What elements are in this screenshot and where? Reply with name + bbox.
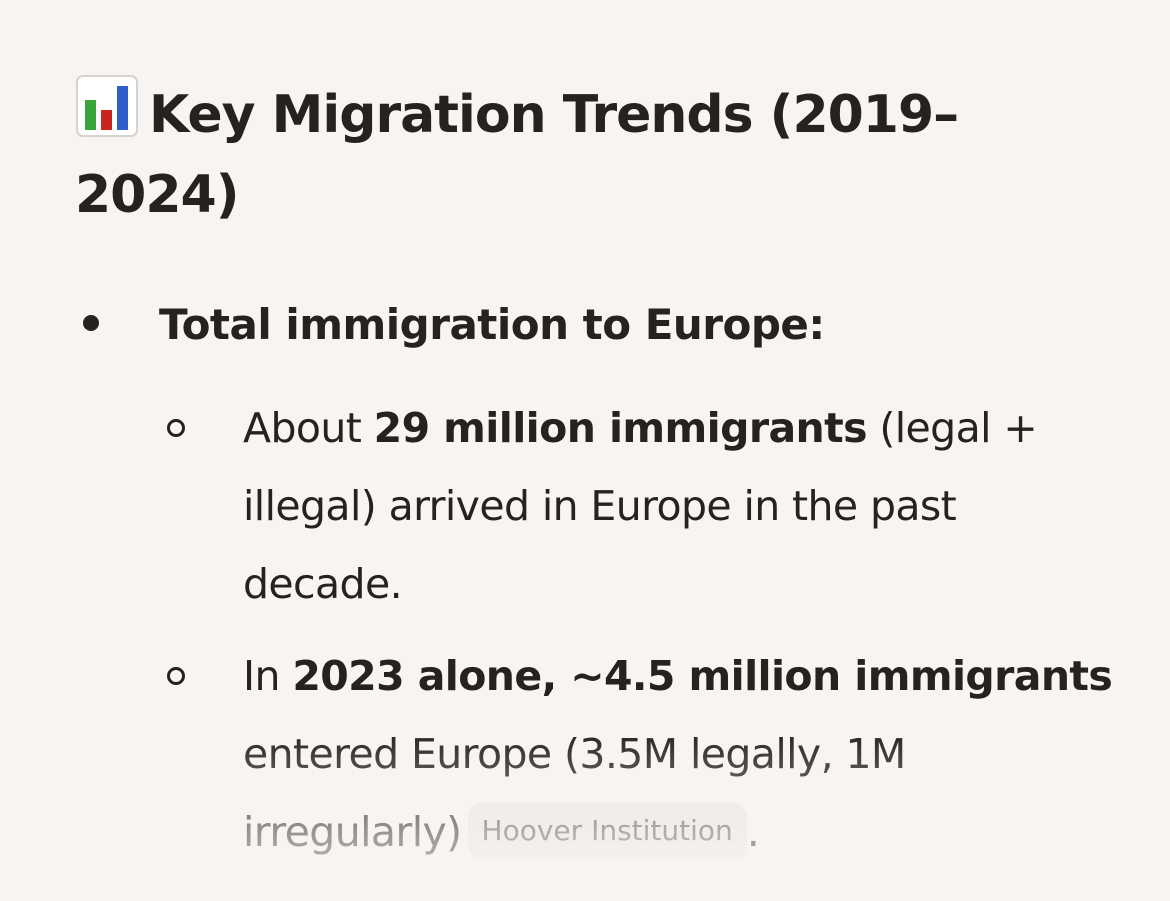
section-heading: Key Migration Trends (2019–2024) [75,74,1115,235]
list-item-label: Total immigration to Europe: [159,300,825,349]
bold-text: 29 million immigrants [373,404,868,452]
bold-text: 2023 alone, ~4.5 million immigrants [292,652,1113,700]
sub-item-text: About 29 million immigrants (legal + ill… [243,404,1038,608]
sub-item-text: In 2023 alone, ~4.5 million immigrants e… [243,652,1113,859]
text-run: About [243,404,374,452]
text-run: (legal + illegal) arrived in Europe in t… [243,404,1038,608]
list-item: Total immigration to Europe: About 29 mi… [75,293,1115,871]
sub-list-item: In 2023 alone, ~4.5 million immigrants e… [159,637,1115,871]
bullet-list: Total immigration to Europe: About 29 mi… [75,293,1115,871]
text-run: In [243,652,293,700]
bullet-circle-icon [167,419,185,437]
text-run: . [746,808,760,856]
sub-list-item: About 29 million immigrants (legal + ill… [159,389,1115,623]
citation-chip[interactable]: Hoover Institution [467,803,747,859]
bullet-disc-icon [83,315,99,331]
message-content: Key Migration Trends (2019–2024) Total i… [75,74,1115,885]
sub-list: About 29 million immigrants (legal + ill… [159,389,1115,871]
bar-chart-icon [76,75,138,137]
bullet-circle-icon [167,667,185,685]
section-heading-text: Key Migration Trends (2019–2024) [75,85,959,225]
